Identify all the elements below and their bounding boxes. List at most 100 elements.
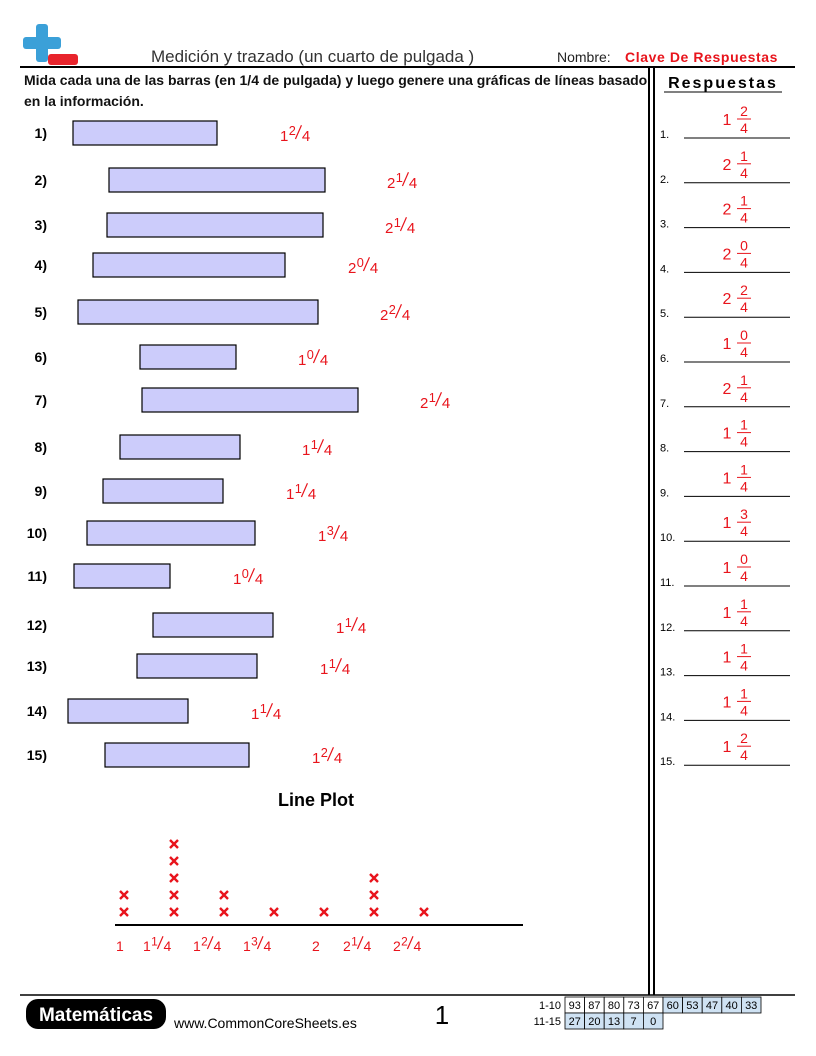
x-stroke: [219, 907, 229, 917]
numerator: 1: [429, 390, 436, 405]
title: Medición y trazado (un cuarto de pulgada…: [151, 47, 474, 66]
question-label: 5): [35, 304, 47, 320]
x-stroke: [169, 890, 179, 900]
x-mark: [169, 907, 179, 917]
brand-badge: [26, 999, 166, 1029]
numerator: 1: [260, 701, 267, 716]
answer-num: 1: [740, 372, 748, 388]
answer-label: 2.: [660, 174, 669, 186]
answer-whole: 1: [723, 426, 732, 443]
score-value: 93: [569, 1000, 581, 1012]
x-stroke: [169, 839, 179, 849]
whole: 1: [312, 750, 320, 767]
x-stroke: [319, 907, 329, 917]
x-stroke: [219, 890, 229, 900]
answer-label: 12.: [660, 622, 675, 634]
whole: 1: [143, 938, 151, 954]
measure-bar: [119, 434, 241, 460]
answer-whole: 2: [723, 157, 732, 174]
answer-num: 2: [740, 282, 748, 298]
answer-den: 4: [740, 254, 748, 270]
numerator: 0: [242, 566, 249, 581]
answer-whole: 1: [723, 336, 732, 353]
x-mark: [119, 890, 129, 900]
x-mark: [169, 890, 179, 900]
slash: [206, 936, 214, 950]
answer-label: 15.: [660, 756, 675, 768]
measure-bar: [108, 167, 326, 193]
answer-num: 0: [740, 551, 748, 567]
measure-bar: [92, 252, 286, 278]
slash: [334, 658, 342, 673]
answer-num: 1: [740, 596, 748, 612]
slash: [401, 172, 409, 187]
answer-label: 5.: [660, 308, 669, 320]
whole: 2: [387, 175, 395, 192]
numerator: 2: [321, 745, 328, 760]
answer-label: 1.: [660, 129, 669, 141]
denominator: 4: [302, 128, 310, 145]
brand: Matemáticas: [39, 1005, 153, 1026]
score-value: 27: [569, 1016, 581, 1028]
whole: 1: [320, 661, 328, 678]
answer-num: 2: [740, 730, 748, 746]
whole: 2: [380, 307, 388, 324]
whole: 2: [420, 395, 428, 412]
slash: [356, 936, 364, 950]
answer-label: 10.: [660, 532, 675, 544]
x-mark: [369, 890, 379, 900]
score-value: 53: [686, 1000, 698, 1012]
answer-whole: 2: [723, 246, 732, 263]
denominator: 4: [255, 571, 263, 588]
slash: [247, 568, 255, 583]
slash: [312, 349, 320, 364]
answer-label: 4.: [660, 263, 669, 275]
question-label: 15): [27, 747, 47, 763]
measure-bar: [77, 299, 319, 325]
question-label: 6): [35, 349, 47, 365]
x-mark: [169, 839, 179, 849]
answer-den: 4: [740, 478, 748, 494]
denominator: 4: [342, 661, 350, 678]
whole: 1: [286, 486, 294, 503]
whole: 2: [393, 938, 401, 954]
measure-bar: [72, 120, 218, 146]
name-value: Clave De Respuestas: [625, 49, 778, 65]
whole: 1: [243, 938, 251, 954]
x-stroke: [369, 873, 379, 883]
answer-den: 4: [740, 165, 748, 181]
answer-label: 11.: [660, 577, 674, 589]
question-label: 3): [35, 217, 47, 233]
answer-whole: 2: [723, 202, 732, 219]
answer-den: 4: [740, 299, 748, 315]
x-stroke: [419, 907, 429, 917]
x-stroke: [169, 907, 179, 917]
answer-whole: 1: [723, 515, 732, 532]
whole: 1: [116, 938, 124, 954]
slash: [394, 304, 402, 319]
denominator: 4: [413, 938, 421, 954]
slash: [350, 617, 358, 632]
answer-num: 1: [740, 685, 748, 701]
score-row-label: 1-10: [539, 1000, 561, 1012]
answer-label: 9.: [660, 487, 669, 499]
denominator: 4: [273, 706, 281, 723]
answer-whole: 1: [723, 739, 732, 756]
x-stroke: [169, 856, 179, 866]
whole: 2: [385, 220, 393, 237]
score-cell: [643, 1012, 664, 1030]
answer-whole: 1: [723, 112, 732, 129]
answer-whole: 1: [723, 470, 732, 487]
numerator: 1: [394, 215, 401, 230]
slash: [434, 392, 442, 407]
numerator: 1: [295, 481, 302, 496]
answer-den: 4: [740, 120, 748, 136]
score-row-label: 11-15: [534, 1016, 561, 1028]
question-label: 1): [35, 125, 47, 141]
measure-bar: [141, 387, 359, 413]
answer-num: 1: [740, 417, 748, 433]
score-value: 20: [588, 1016, 600, 1028]
answer-whole: 1: [723, 560, 732, 577]
answer-den: 4: [740, 389, 748, 405]
measure-bar: [106, 212, 324, 238]
